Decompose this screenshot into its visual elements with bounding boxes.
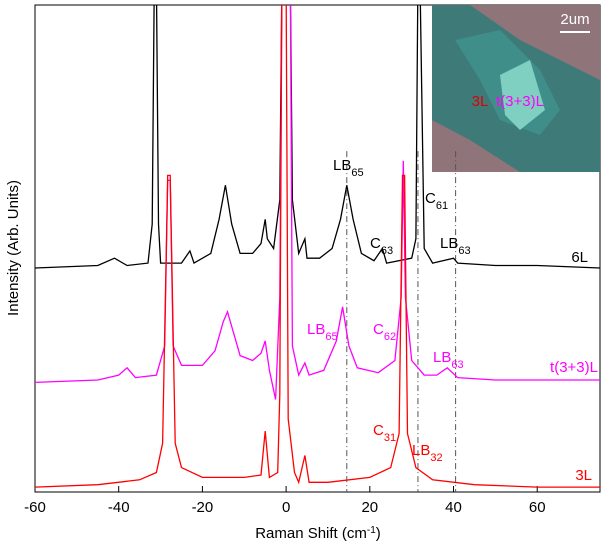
spectrum-line: [35, 5, 600, 488]
x-label-sup: -1: [367, 525, 376, 536]
x-tick-label: 60: [529, 499, 546, 516]
peak-label: LB63: [440, 235, 471, 257]
peak-label: LB65: [307, 321, 338, 343]
peak-label-main: LB: [333, 157, 351, 174]
series-label: t(3+3)L: [550, 359, 598, 376]
peak-label-main: LB: [307, 321, 325, 338]
peak-label-sub: 63: [458, 245, 470, 257]
peak-label: C61: [425, 190, 448, 212]
x-axis-label: Raman Shift (cm-1): [255, 525, 381, 543]
peak-label-sub: 63: [451, 359, 463, 371]
scale-label: 2um: [560, 11, 589, 28]
flake-twisted: [500, 60, 545, 130]
peak-label-sub: 32: [430, 452, 442, 464]
peak-label-sub: 61: [436, 200, 448, 212]
series-label: 6L: [571, 249, 588, 266]
plot-frame: [34, 4, 601, 493]
peak-label-main: C: [373, 422, 384, 439]
peak-label: C31: [373, 422, 396, 444]
x-label-main: Raman Shift (cm: [255, 525, 367, 542]
peak-label: C62: [373, 321, 396, 343]
peak-label-sub: 65: [351, 167, 363, 179]
x-tick-label: 20: [361, 499, 378, 516]
series-label: 3L: [575, 467, 592, 484]
x-tick-label: -40: [108, 499, 130, 516]
x-label-tail: ): [376, 525, 381, 542]
peak-label: LB32: [412, 442, 443, 464]
plot-area: [35, 5, 600, 492]
peak-label: LB63: [433, 349, 464, 371]
peak-label-main: LB: [440, 235, 458, 252]
inset-label-3l: 3L: [472, 93, 489, 110]
peak-label-main: C: [370, 235, 381, 252]
peak-label-sub: 31: [384, 432, 396, 444]
inset-label-t33l: t(3+3)L: [496, 93, 544, 110]
peak-label-sub: 62: [384, 331, 396, 343]
spectrum-line: [35, 5, 600, 400]
x-tick-label: 0: [282, 499, 290, 516]
peak-label: C63: [370, 235, 393, 257]
y-axis-label: Intensity (Arb. Units): [5, 180, 22, 316]
peak-label-main: LB: [412, 442, 430, 459]
peak-label: LB65: [333, 157, 364, 179]
x-tick-label: -20: [192, 499, 214, 516]
peak-label-main: C: [425, 190, 436, 207]
x-tick-label: 40: [445, 499, 462, 516]
inset: 2um 3L t(3+3)L: [432, 5, 600, 172]
peak-label-main: C: [373, 321, 384, 338]
peak-label-sub: 63: [381, 245, 393, 257]
x-tick-label: -60: [24, 499, 46, 516]
peak-label-main: LB: [433, 349, 451, 366]
spectrum-line: [35, 5, 600, 269]
peak-label-sub: 65: [325, 331, 337, 343]
